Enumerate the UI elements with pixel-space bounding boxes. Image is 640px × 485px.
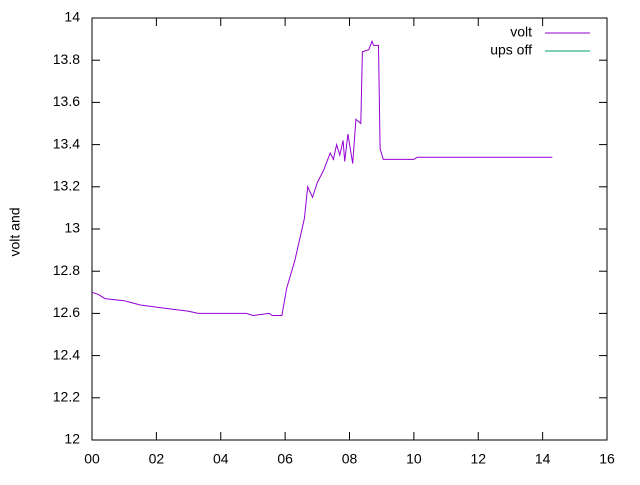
data-line [91, 39, 553, 317]
x-tick-label: 12 [470, 451, 486, 467]
x-tick-label: 04 [213, 451, 229, 467]
y-tick-label: 12 [64, 431, 80, 447]
y-tick-label: 13.2 [53, 178, 80, 194]
x-tick-label: 02 [149, 451, 165, 467]
plot-border [91, 17, 608, 441]
y-axis-label: volt and [7, 207, 23, 256]
x-tick-label: 16 [599, 451, 615, 467]
y-tick-label: 13.6 [53, 93, 80, 109]
y-tick-label: 13.8 [53, 51, 80, 67]
y-tick-label: 12.4 [53, 346, 80, 362]
x-tick-label: 06 [277, 451, 293, 467]
legend-label: ups off [490, 42, 532, 58]
y-tick-label: 12.2 [53, 389, 80, 405]
x-tick-label: 00 [84, 451, 100, 467]
y-tick-label: 12.8 [53, 262, 80, 278]
y-tick-label: 12.6 [53, 304, 80, 320]
x-tick-label: 14 [535, 451, 551, 467]
x-tick-label: 08 [342, 451, 358, 467]
y-tick-label: 13.4 [53, 135, 80, 151]
legend-label: volt [510, 24, 532, 40]
y-tick-label: 14 [64, 9, 80, 25]
y-tick-label: 13 [64, 220, 80, 236]
x-tick-label: 10 [406, 451, 422, 467]
